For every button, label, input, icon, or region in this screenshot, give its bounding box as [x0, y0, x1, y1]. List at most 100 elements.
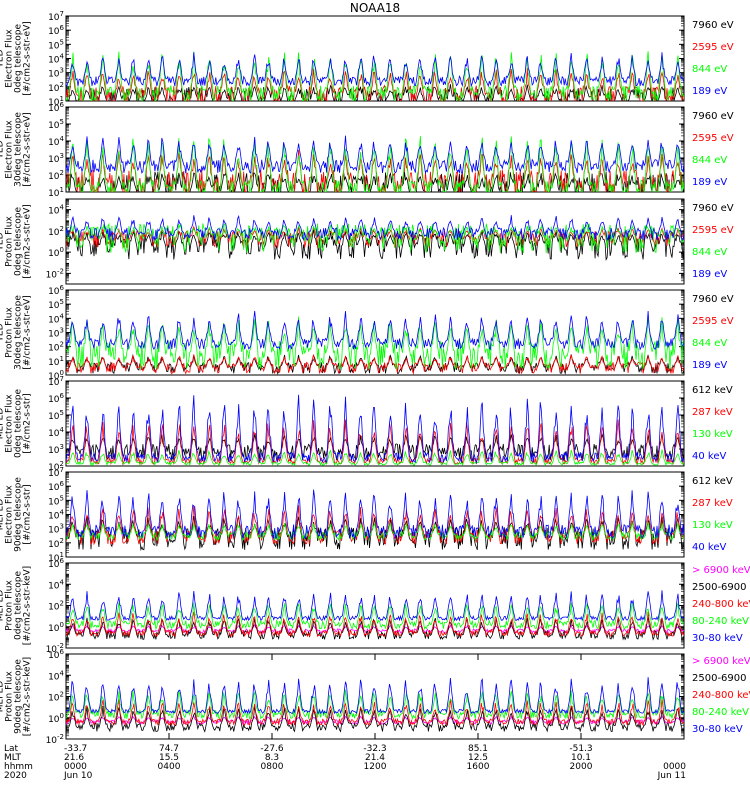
y-axis-label-line: [#/cm2-s-str]: [23, 484, 33, 544]
y-axis-label-line: 0deg telescope: [14, 571, 24, 641]
series-line-844-ev: [66, 136, 684, 192]
y-tick-label: 105: [48, 494, 64, 507]
y-tick-label: 102: [48, 341, 64, 354]
y-axis-label-line: 30deg telescope: [14, 112, 24, 187]
x-tick-lat: -33.7: [64, 744, 87, 754]
legend-entry: 30-80 keV: [692, 633, 743, 644]
y-tick-label: 104: [48, 669, 64, 682]
legend-entry: 612 keV: [692, 385, 733, 396]
y-axis-label-line: TED: [0, 232, 6, 251]
y-tick-label: 106: [48, 480, 64, 493]
series-line-240-800-kev: [66, 611, 684, 638]
y-tick-label: 106: [48, 648, 64, 661]
legend-entry: 287 keV: [692, 407, 733, 418]
y-tick-label: 107: [48, 10, 64, 23]
series-line-2595-ev: [66, 354, 684, 375]
y-axis-label-line: TED: [0, 140, 6, 159]
panel-traces: [66, 394, 684, 466]
y-axis-label-line: 0deg telescope: [14, 207, 24, 277]
y-axis-label-line: MEPED: [0, 590, 6, 622]
panel-traces: [66, 135, 684, 192]
series-line-7960-ev: [66, 229, 684, 262]
y-tick-label: 104: [48, 312, 64, 325]
y-axis-label-line: [#/cm2-s-str-keV]: [23, 566, 33, 645]
x-row-label: 2020: [4, 771, 27, 781]
x-tick-date: Jun 11: [657, 771, 686, 781]
legend-entry: 40 keV: [692, 451, 726, 462]
legend-entry: 189 eV: [692, 86, 727, 97]
y-axis-label: MEPEDElectron Flux0deg telescope[#/cm2-s…: [0, 389, 33, 459]
y-tick-label: 104: [48, 509, 64, 522]
panel-traces: [66, 214, 684, 262]
y-axis-label: MEPEDProton Flux0deg telescope[#/cm2-s-s…: [0, 566, 33, 645]
x-tick-lat: 85.1: [468, 744, 488, 754]
panel-traces: [66, 489, 684, 552]
legend-entry: 7960 eV: [692, 294, 734, 305]
x-tick-lat: -32.3: [363, 744, 386, 754]
panel-3: 10-2 100 102 104 TEDProton Flux0deg telescop…: [0, 198, 734, 285]
y-tick-label: 106: [48, 557, 64, 570]
y-axis-label-line: [#/cm2-s-str-eV]: [23, 112, 33, 187]
y-tick-label: 104: [48, 578, 64, 591]
y-tick-label: 106: [48, 24, 64, 37]
series-line-189-ev: [66, 310, 684, 351]
series-line-189-ev: [66, 214, 684, 242]
y-tick-label: 100: [48, 246, 64, 259]
y-tick-label: 101: [48, 186, 64, 199]
y-axis-label-line: 0deg telescope: [14, 389, 24, 459]
x-tick-mlt: 21.4: [365, 753, 385, 763]
x-tick-date: Jun 10: [63, 771, 93, 781]
y-tick-label: 100: [48, 712, 64, 725]
series-line-2500-6900: [66, 705, 684, 733]
legend-entry: 30-80 keV: [692, 724, 743, 735]
y-axis-label-line: MEPED: [0, 681, 6, 713]
series-line-130-kev: [66, 449, 684, 466]
y-axis-label-line: [#/cm2-s-str-eV]: [23, 204, 33, 279]
panel-traces: [66, 310, 684, 375]
legend-entry: 40 keV: [692, 542, 726, 553]
y-axis-label-line: MEPED: [0, 408, 6, 440]
series-line-80-240-kev: [66, 689, 684, 721]
y-tick-label: 102: [48, 169, 64, 182]
y-tick-label: 103: [48, 327, 64, 340]
y-tick-label: 103: [48, 152, 64, 165]
y-axis-label-line: Proton Flux: [5, 580, 15, 631]
panel-traces: [66, 51, 684, 101]
y-axis-label-line: [#/cm2-s-str-eV]: [23, 21, 33, 96]
y-tick-label: 100: [48, 621, 64, 634]
x-tick-lat: -51.3: [569, 744, 592, 754]
y-axis-label: TEDProton Flux30deg telescope[#/cm2-s-st…: [0, 295, 33, 370]
y-axis-label-line: [#/cm2-s-str-keV]: [23, 657, 33, 736]
series-line-240-800-kev: [66, 698, 684, 727]
y-tick-label: 103: [48, 443, 64, 456]
x-tick-lat: -27.6: [260, 744, 284, 754]
legend-entry: 189 eV: [692, 360, 727, 371]
y-axis-label-line: MEPED: [0, 499, 6, 531]
x-tick-hhmm: 0800: [261, 762, 284, 772]
legend-entry: 189 eV: [692, 177, 727, 188]
y-tick-label: 103: [48, 67, 64, 80]
panel-5: 102 103 104 105 106 107 MEPEDElectron Flux0deg…: [0, 375, 733, 473]
y-tick-label: 106: [48, 101, 64, 114]
y-tick-label: 104: [48, 53, 64, 66]
legend-entry: 844 eV: [692, 155, 727, 166]
y-tick-label: 107: [48, 375, 64, 388]
figure-title: NOAA18: [350, 1, 400, 15]
legend-entry: 844 eV: [692, 64, 727, 75]
y-axis-label-line: Electron Flux: [5, 29, 15, 88]
y-tick-label: 102: [48, 225, 64, 238]
y-tick-label: 103: [48, 523, 64, 536]
panel-frame: [65, 106, 685, 193]
series-line-287-kev: [66, 419, 684, 466]
y-axis-label: TEDElectron Flux0deg telescope[#/cm2-s-s…: [0, 21, 33, 96]
y-tick-label: 10-2: [46, 733, 64, 746]
y-tick-label: 102: [48, 81, 64, 94]
y-axis-label-line: [#/cm2-s-str]: [23, 393, 33, 453]
y-tick-label: 105: [48, 38, 64, 51]
y-axis-label-line: Proton Flux: [5, 216, 15, 267]
y-axis-label-line: [#/cm2-s-str-eV]: [23, 295, 33, 370]
